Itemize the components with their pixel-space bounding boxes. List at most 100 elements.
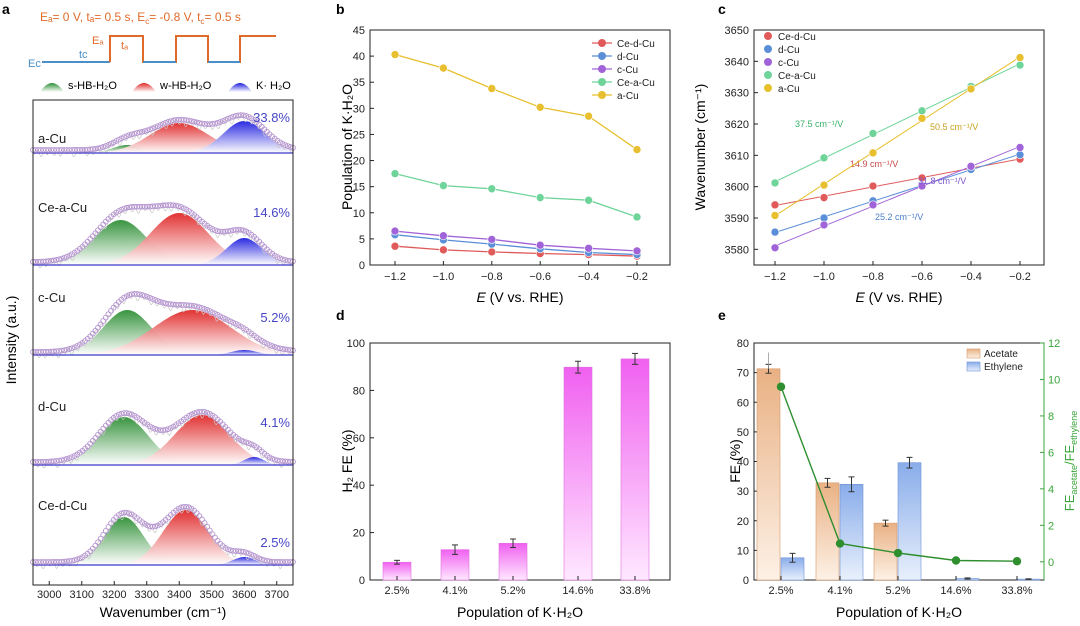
fit-point bbox=[123, 133, 130, 139]
fit-point bbox=[279, 256, 286, 263]
legend-label: Ce-a-Cu bbox=[617, 78, 655, 89]
fit-point bbox=[235, 226, 242, 233]
fit-point bbox=[121, 205, 127, 212]
x-tick-label: −0.2 bbox=[626, 271, 648, 283]
fit-point bbox=[232, 112, 239, 119]
legend-swatch-acetate bbox=[966, 348, 981, 359]
x-tick-label: 14.6% bbox=[940, 585, 971, 597]
legend-label: Ethylene bbox=[984, 362, 1023, 373]
data-point bbox=[535, 193, 545, 202]
fit-point bbox=[204, 307, 211, 313]
fit-point bbox=[50, 257, 57, 264]
legend-marker bbox=[598, 65, 606, 73]
data-point bbox=[487, 247, 497, 257]
legend-label: d-Cu bbox=[778, 45, 800, 56]
panel-label-d: d bbox=[336, 307, 345, 323]
data-point bbox=[487, 184, 497, 194]
fit-point bbox=[238, 112, 244, 118]
raw-signal bbox=[32, 411, 294, 469]
population-value: 4.1% bbox=[260, 415, 290, 430]
fit-point bbox=[144, 127, 151, 134]
fit-point bbox=[139, 292, 146, 298]
fit-point bbox=[199, 408, 205, 415]
fit-point bbox=[123, 509, 130, 516]
x-tick-label: 5.2% bbox=[500, 585, 525, 597]
fit-point bbox=[240, 438, 247, 445]
shb-peak bbox=[33, 417, 293, 465]
fit-point bbox=[225, 228, 231, 235]
data-point bbox=[917, 106, 927, 116]
fit-point bbox=[214, 228, 221, 234]
spectrum-ce-a-cu: Ce-a-Cu 14.6% bbox=[30, 200, 296, 269]
slope-label: 50.5 cm⁻¹/V bbox=[930, 122, 978, 132]
fit-point bbox=[274, 457, 281, 464]
data-point bbox=[770, 200, 780, 210]
x-tick-label: 3400 bbox=[167, 589, 191, 601]
y-tick-label: 3610 bbox=[725, 150, 749, 162]
data-point bbox=[632, 145, 642, 154]
fit-point bbox=[121, 134, 127, 141]
y-tick-label: 30 bbox=[737, 486, 749, 498]
fit-point bbox=[167, 118, 174, 124]
fit-point bbox=[43, 258, 49, 265]
kh2o-peak bbox=[33, 238, 293, 265]
wave-label-tc: tᴄ bbox=[79, 49, 88, 61]
fit-point bbox=[157, 299, 164, 305]
fit-point bbox=[76, 555, 83, 562]
y-tick-label: 20 bbox=[353, 156, 365, 168]
series-line-c-cu bbox=[394, 230, 638, 252]
legend-label: a-Cu bbox=[778, 84, 800, 95]
spectrum-ce-d-cu: Ce-d-Cu 2.5% bbox=[30, 498, 296, 570]
bar-h2-fe bbox=[620, 358, 650, 581]
fit-point bbox=[222, 228, 229, 235]
x-tick-label: 3000 bbox=[37, 589, 61, 601]
fit-point bbox=[180, 503, 187, 510]
x-tick-label: −0.6 bbox=[911, 271, 933, 283]
y-tick-label: 45 bbox=[353, 25, 365, 37]
population-value: 2.5% bbox=[260, 535, 290, 550]
panel-label-c: c bbox=[718, 1, 726, 17]
fit-point bbox=[201, 520, 208, 526]
fit-point bbox=[238, 226, 244, 233]
fit-point bbox=[165, 300, 172, 307]
fit-point bbox=[152, 523, 159, 530]
y-tick-label: 40 bbox=[353, 480, 365, 492]
panel-a-xlabel: Wavenumber (cm⁻¹) bbox=[100, 604, 227, 620]
panel-a: a Eₐ= 0 V, tₐ= 0.5 s, Ec= -0.8 V, tc= 0.… bbox=[2, 1, 296, 620]
shb-peak bbox=[33, 310, 293, 355]
legend-marker bbox=[764, 71, 772, 79]
fit-point bbox=[100, 531, 107, 538]
fit-point bbox=[277, 457, 283, 464]
fit-point bbox=[178, 504, 185, 511]
fit-point bbox=[206, 121, 213, 127]
x-tick-label: −0.4 bbox=[578, 271, 600, 283]
fit-point bbox=[271, 456, 278, 463]
fit-point bbox=[53, 348, 60, 355]
fit-point bbox=[193, 119, 200, 126]
x-tick-label: −0.4 bbox=[960, 271, 982, 283]
fit-point bbox=[256, 555, 263, 562]
data-point bbox=[819, 180, 829, 190]
fit-point bbox=[100, 144, 107, 150]
series-line-ce-d-cu bbox=[394, 245, 638, 257]
fit-point bbox=[102, 143, 109, 149]
bar-ethylene bbox=[897, 462, 922, 581]
legend-swatch-whb bbox=[132, 83, 156, 92]
fit-point bbox=[105, 524, 112, 530]
bar-h2-fe bbox=[563, 366, 593, 581]
y-tick-label: 35 bbox=[353, 77, 365, 89]
potential-params-text: Eₐ= 0 V, tₐ= 0.5 s, Ec= -0.8 V, tc= 0.5 … bbox=[40, 10, 241, 26]
series-line-ce-a-cu bbox=[394, 172, 638, 218]
fit-point bbox=[212, 227, 218, 234]
fit-point bbox=[212, 534, 218, 541]
fit-point bbox=[123, 410, 130, 416]
fit-point bbox=[186, 117, 192, 124]
fit-point bbox=[147, 126, 153, 133]
sample-label: d-Cu bbox=[38, 399, 66, 414]
y-tick-label: 80 bbox=[737, 338, 749, 350]
fit-point bbox=[175, 203, 182, 210]
y-tick-label: 0 bbox=[743, 575, 749, 587]
panel-e-xlabel: Population of K·H₂O bbox=[836, 604, 962, 620]
fit-point bbox=[240, 548, 247, 555]
fit-line-c-cu bbox=[774, 146, 1021, 247]
